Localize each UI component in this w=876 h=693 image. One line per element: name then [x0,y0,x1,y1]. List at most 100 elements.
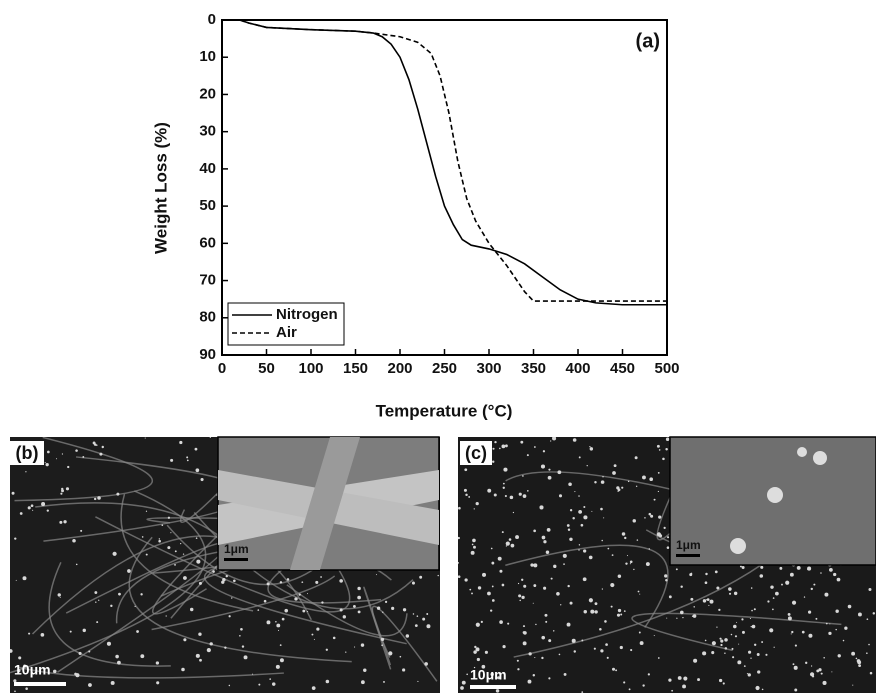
sem-particle [796,565,801,570]
sem-particle [75,563,78,566]
sem-particle [106,641,112,646]
sem-particle [600,649,604,653]
sem-particle [583,505,586,509]
sem-particle [99,452,103,456]
sem-particle [541,656,544,660]
sem-particle [543,540,547,544]
sem-particle [118,592,121,596]
sem-particle [88,683,92,687]
sem-particle [357,610,361,614]
sem-particle [627,480,630,483]
sem-particle [601,588,604,590]
sem-particle [785,580,790,585]
sem-particle [691,615,694,617]
sem-particle [613,464,617,468]
sem-particle [749,617,752,620]
sem-particle [516,659,519,662]
sem-particle [298,593,301,596]
sem-particle [719,637,722,640]
sem-particle [490,672,494,677]
sem-particle [593,647,596,650]
sem-particle [499,620,503,624]
sem-particle [533,584,537,587]
sem-particle [792,663,795,666]
sem-particle [279,644,282,646]
sem-particle [183,576,187,580]
sem-particle [548,677,551,680]
sem-particle [32,509,34,511]
sem-particle [481,664,486,669]
scale-bar [14,682,66,686]
sem-particle [464,578,468,582]
sem-particle [649,477,654,482]
sem-particle [546,527,551,532]
sem-particle [750,657,752,659]
sem-particle [44,461,46,464]
inset-particle [730,538,746,554]
sem-particle [606,656,609,659]
sem-particle [507,622,510,625]
sem-particle [728,587,732,591]
sem-particle [93,497,97,501]
sem-particle [470,550,475,555]
sem-particle [209,437,212,438]
sem-fiber [18,666,284,679]
sem-particle [517,668,520,671]
sem-particle [728,592,732,595]
panel-label: (b) [16,443,39,463]
sem-particle [810,587,813,591]
sem-particle [693,658,698,663]
sem-particle [417,680,419,683]
x-tick-label: 450 [610,360,635,377]
sem-particle [140,593,143,596]
sem-particle [19,512,23,515]
sem-particle [769,628,774,633]
sem-particle [625,562,628,565]
sem-particle [522,625,526,628]
sem-particle [156,681,160,685]
sem-particle [493,493,497,497]
sem-particle [473,650,477,654]
sem-particle [617,574,622,578]
sem-particle [594,610,598,614]
sem-particle [569,509,573,512]
inset-fiber [290,437,360,570]
sem-particle [28,632,31,635]
sem-particle [855,657,858,660]
sem-particle [589,445,591,448]
sem-particle [195,468,200,473]
x-tick-label: 100 [298,360,323,377]
sem-particle [716,626,718,628]
sem-particle [57,593,61,597]
sem-particle [600,507,603,511]
sem-particle [499,447,501,450]
data-line [239,19,667,302]
sem-particle [475,622,480,627]
sem-fiber [10,490,207,674]
sem-particle [414,624,418,627]
sem-particle [179,440,183,445]
y-tick-label: 40 [199,160,216,177]
sem-particle [275,664,280,669]
x-tick-label: 0 [218,360,226,377]
sem-particle [88,650,91,653]
sem-particle [831,671,833,673]
sem-particle [468,496,471,498]
sem-fiber [14,437,154,502]
sem-particle [605,643,608,646]
sem-particle [224,646,227,649]
sem-particle [791,600,797,605]
sem-particle [145,553,148,556]
sem-particle [78,651,82,655]
sem-particle [533,446,536,448]
sem-particle [225,574,228,578]
sem-particle [426,613,429,615]
sem-particle [195,537,198,539]
sem-particle [61,489,64,493]
sem-particle [617,608,622,613]
sem-particle [521,578,524,581]
sem-particle [753,608,756,611]
sem-particle [56,458,58,460]
sem-particle [759,574,764,578]
